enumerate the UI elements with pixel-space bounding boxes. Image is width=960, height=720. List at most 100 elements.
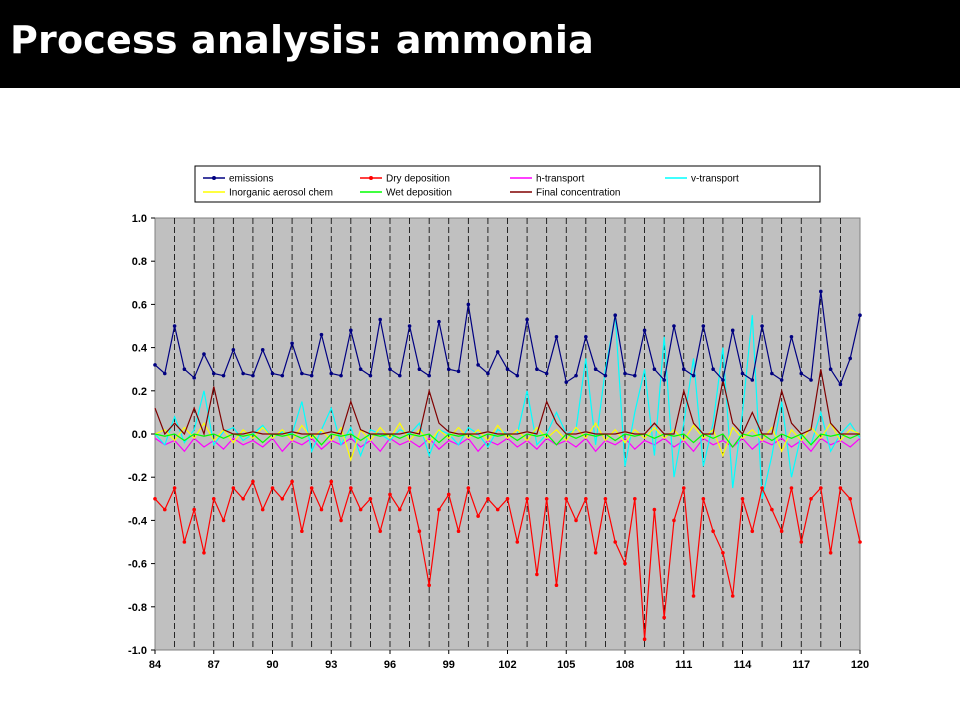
series-point	[241, 497, 245, 501]
series-point	[515, 373, 520, 378]
series-point	[349, 328, 353, 333]
series-point	[280, 373, 285, 378]
series-point	[505, 367, 510, 371]
series-point	[202, 352, 206, 356]
series-point	[701, 324, 706, 328]
series-point	[819, 486, 823, 490]
y-tick-label: 1.0	[132, 213, 147, 225]
legend-label: Dry deposition	[386, 174, 450, 185]
series-point	[221, 373, 226, 378]
series-point	[388, 367, 392, 371]
series-point	[251, 373, 255, 378]
series-point	[446, 367, 451, 371]
legend-box	[194, 165, 821, 203]
y-tick-label: -0.6	[128, 559, 147, 571]
series-point	[632, 497, 637, 501]
series-point	[848, 356, 853, 361]
series-point	[251, 479, 255, 484]
series-point	[466, 486, 471, 490]
series-point	[691, 594, 696, 598]
series-point	[349, 486, 353, 490]
series-point	[760, 324, 764, 328]
series-point	[270, 486, 275, 490]
series-point	[554, 335, 559, 339]
series-point	[182, 367, 187, 371]
series-point	[417, 367, 422, 371]
series-point	[241, 371, 245, 376]
series-point	[701, 497, 706, 501]
legend-label: v-transport	[691, 174, 739, 185]
y-tick-label: -0.2	[128, 472, 147, 484]
x-tick-label: 120	[851, 659, 869, 671]
series-point	[750, 529, 755, 533]
series-point	[740, 497, 745, 501]
series-point	[515, 540, 520, 544]
series-point	[584, 335, 588, 339]
series-point	[162, 371, 167, 376]
series-point	[368, 373, 373, 378]
series-point	[231, 347, 236, 352]
series-point	[172, 486, 177, 490]
x-tick-label: 114	[734, 659, 753, 671]
y-tick-label: -0.4	[128, 515, 148, 527]
series-point	[221, 518, 226, 523]
y-tick-label: 0.2	[132, 386, 147, 398]
y-tick-label: 0.8	[132, 256, 147, 268]
legend-label: h-transport	[536, 174, 585, 185]
series-point	[760, 486, 764, 490]
series-point	[437, 507, 441, 512]
series-point	[437, 319, 441, 324]
series-point	[652, 367, 657, 371]
series-point	[838, 486, 843, 490]
series-point	[672, 518, 676, 523]
legend-label: Inorganic aerosol chem	[229, 188, 333, 199]
series-point	[623, 561, 627, 566]
series-point	[495, 350, 500, 354]
series-point	[721, 551, 725, 555]
series-point	[486, 497, 490, 501]
series-point	[623, 371, 627, 376]
series-point	[162, 507, 167, 512]
series-point	[202, 551, 206, 555]
slide-title: Process analysis: ammonia	[10, 18, 594, 62]
series-point	[799, 540, 804, 544]
series-point	[789, 486, 794, 490]
series-line	[154, 422, 861, 462]
series-point	[290, 341, 294, 346]
series-point	[642, 637, 647, 641]
series-point	[789, 335, 794, 339]
series-point	[740, 371, 745, 376]
series-point	[652, 507, 657, 512]
series-point	[231, 486, 236, 490]
legend-label: Final concentration	[536, 188, 621, 199]
series-point	[172, 324, 177, 328]
series-point	[564, 380, 569, 384]
series-point	[456, 529, 461, 533]
legend-label: emissions	[229, 174, 273, 185]
series-point	[476, 514, 480, 518]
series-point	[681, 486, 686, 490]
series-point	[535, 572, 539, 577]
title-bar: Process analysis: ammonia	[0, 0, 960, 88]
series-point	[192, 376, 196, 380]
legend-label: Wet deposition	[386, 188, 452, 199]
x-tick-label: 105	[557, 659, 575, 671]
series-point	[153, 497, 157, 501]
series-point	[211, 371, 216, 376]
y-tick-label: 0.0	[132, 429, 147, 441]
series-point	[535, 367, 539, 371]
chart: 1.0 0.8 0.6 0.4 0.2 0.0 -0.2 -0.4 -0.6 -0.8 -1.084…	[128, 165, 869, 671]
series-point	[544, 497, 549, 501]
series-point	[858, 313, 862, 317]
x-tick-label: 108	[616, 659, 634, 671]
series-point	[378, 317, 383, 322]
series-point	[407, 486, 412, 490]
series-point	[407, 324, 412, 328]
series-point	[329, 479, 334, 484]
series-point	[799, 371, 804, 376]
series-point	[427, 583, 431, 587]
series-point	[466, 302, 471, 307]
series-point	[378, 529, 383, 533]
series-point	[809, 378, 813, 382]
series-point	[574, 518, 578, 523]
